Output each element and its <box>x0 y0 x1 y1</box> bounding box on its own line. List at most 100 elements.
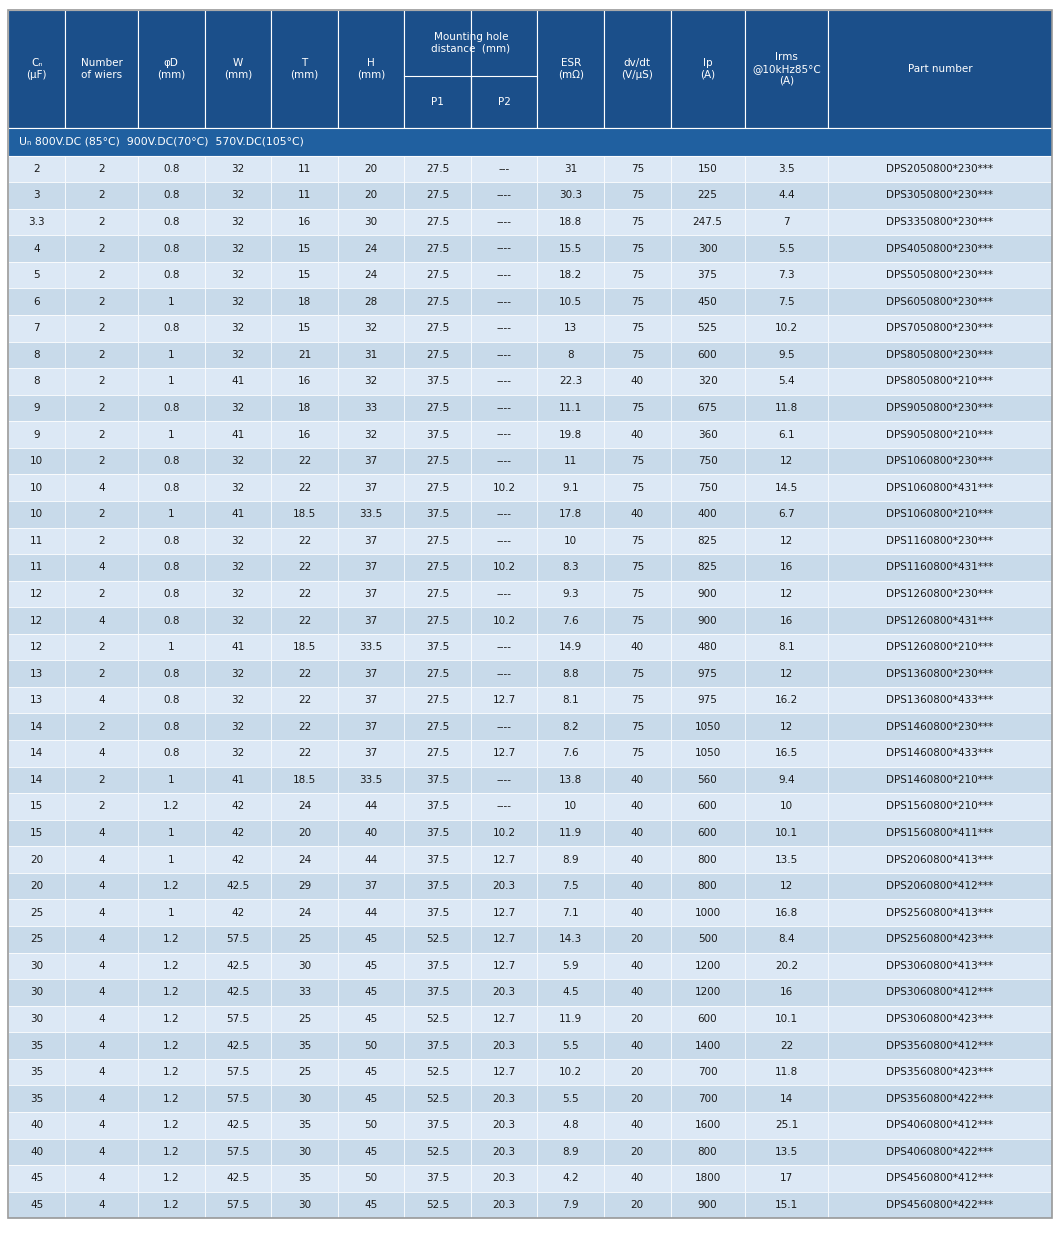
Bar <box>404 766 471 794</box>
Text: 400: 400 <box>697 509 718 519</box>
Bar <box>537 501 604 528</box>
Bar <box>271 528 338 554</box>
Bar <box>205 607 271 633</box>
Text: 32: 32 <box>231 323 245 333</box>
Text: φD
(mm): φD (mm) <box>157 58 186 79</box>
Text: 6.7: 6.7 <box>778 509 795 519</box>
Bar <box>671 581 744 607</box>
Text: 900: 900 <box>697 616 718 626</box>
Text: 40: 40 <box>31 1120 43 1130</box>
Text: 16: 16 <box>298 430 311 440</box>
Text: 75: 75 <box>631 270 643 281</box>
Text: 12: 12 <box>31 642 43 652</box>
Text: 12: 12 <box>780 881 793 892</box>
Bar <box>66 368 138 395</box>
Text: 2: 2 <box>99 589 105 599</box>
Text: 75: 75 <box>631 456 643 466</box>
Text: 8.2: 8.2 <box>563 722 579 732</box>
Bar <box>205 1112 271 1139</box>
Bar <box>671 342 744 368</box>
Bar <box>271 740 338 766</box>
Text: 247.5: 247.5 <box>692 217 723 227</box>
Bar <box>66 1086 138 1112</box>
Bar <box>671 421 744 448</box>
Bar <box>744 713 828 740</box>
Bar <box>537 235 604 262</box>
Bar <box>744 633 828 661</box>
Bar <box>744 873 828 899</box>
Text: ----: ---- <box>496 589 512 599</box>
Text: 14.5: 14.5 <box>775 483 798 493</box>
Text: 4.4: 4.4 <box>778 190 795 200</box>
Text: 9.1: 9.1 <box>563 483 579 493</box>
Bar <box>138 820 205 846</box>
Bar <box>744 235 828 262</box>
Text: 52.5: 52.5 <box>426 1146 449 1156</box>
Text: ----: ---- <box>496 243 512 253</box>
Text: DPS1460800*433***: DPS1460800*433*** <box>886 749 993 759</box>
Bar <box>271 262 338 288</box>
Bar <box>338 395 404 421</box>
Bar <box>138 1112 205 1139</box>
Bar <box>744 1032 828 1059</box>
Bar <box>8 766 66 794</box>
Text: 18: 18 <box>298 297 311 307</box>
Text: 33.5: 33.5 <box>359 642 383 652</box>
Bar <box>138 766 205 794</box>
Bar <box>828 501 1052 528</box>
Text: 7.1: 7.1 <box>563 908 579 918</box>
Bar <box>744 927 828 953</box>
Bar <box>471 528 537 554</box>
Text: 27.5: 27.5 <box>426 696 449 705</box>
Text: 12.7: 12.7 <box>493 1013 516 1023</box>
Text: 20: 20 <box>365 190 377 200</box>
Bar <box>138 501 205 528</box>
Bar <box>604 1006 671 1032</box>
Text: DPS2560800*413***: DPS2560800*413*** <box>886 908 993 918</box>
Text: 9: 9 <box>34 430 40 440</box>
Text: 12: 12 <box>780 456 793 466</box>
Text: DPS4560800*422***: DPS4560800*422*** <box>886 1200 993 1210</box>
Bar <box>604 288 671 315</box>
Text: DPS6050800*230***: DPS6050800*230*** <box>886 297 993 307</box>
Text: 27.5: 27.5 <box>426 668 449 678</box>
Text: 4: 4 <box>99 483 105 493</box>
Text: 320: 320 <box>697 376 718 386</box>
Bar <box>471 820 537 846</box>
Bar <box>138 183 205 209</box>
Bar <box>671 288 744 315</box>
Bar <box>404 474 471 501</box>
Text: 22: 22 <box>298 668 311 678</box>
Text: 13: 13 <box>31 668 43 678</box>
Text: DPS1360800*433***: DPS1360800*433*** <box>886 696 993 705</box>
Bar <box>671 794 744 820</box>
Text: 21: 21 <box>298 350 311 360</box>
Text: 33: 33 <box>365 402 377 412</box>
Text: 42: 42 <box>231 854 245 864</box>
Bar <box>338 554 404 581</box>
Bar <box>537 979 604 1006</box>
Text: ----: ---- <box>496 217 512 227</box>
Text: 4: 4 <box>99 881 105 892</box>
Text: 750: 750 <box>697 456 718 466</box>
Bar <box>744 687 828 713</box>
Bar <box>338 820 404 846</box>
Bar <box>744 1165 828 1192</box>
Bar <box>671 979 744 1006</box>
Text: 0.8: 0.8 <box>163 535 179 545</box>
Bar <box>138 235 205 262</box>
Bar <box>471 1192 537 1218</box>
Text: 32: 32 <box>365 323 377 333</box>
Bar <box>271 448 338 474</box>
Text: 16: 16 <box>780 987 793 997</box>
Text: 16: 16 <box>298 376 311 386</box>
Bar <box>205 953 271 979</box>
Bar <box>744 899 828 927</box>
Text: 75: 75 <box>631 402 643 412</box>
Text: 75: 75 <box>631 243 643 253</box>
Text: 1.2: 1.2 <box>163 1013 179 1023</box>
Text: 2: 2 <box>99 535 105 545</box>
Text: 11.8: 11.8 <box>775 402 798 412</box>
Bar <box>537 687 604 713</box>
Text: 32: 32 <box>365 430 377 440</box>
